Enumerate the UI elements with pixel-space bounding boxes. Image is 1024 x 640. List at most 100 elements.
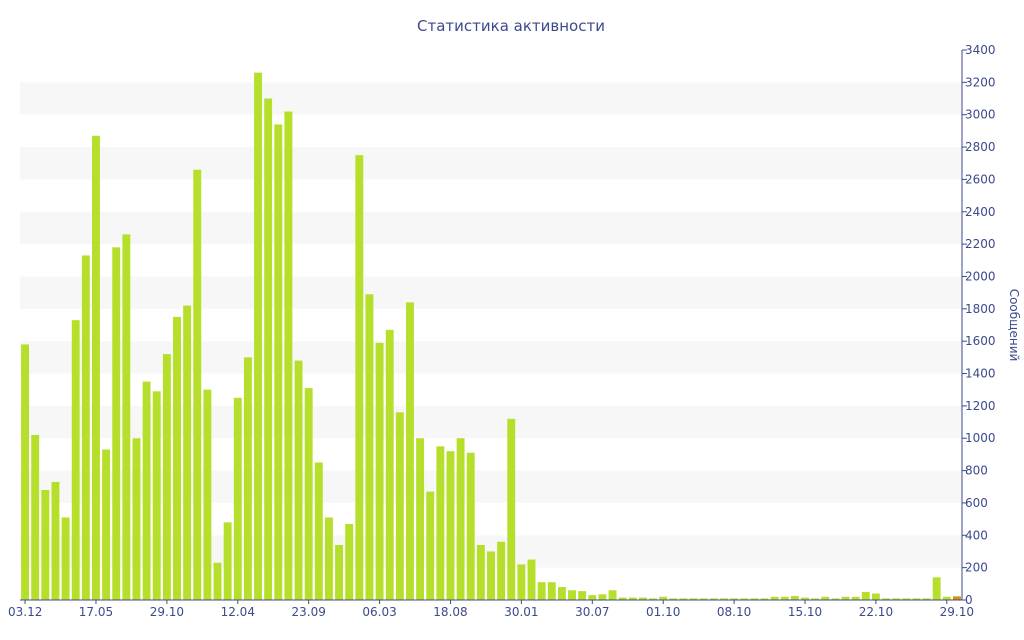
bar — [679, 598, 688, 600]
x-tick-label: 29.10 — [150, 605, 184, 619]
bar — [628, 597, 637, 600]
bar — [932, 577, 941, 600]
bar — [790, 595, 799, 600]
y-tick-label: 600 — [965, 496, 988, 510]
grid-bands — [20, 82, 962, 568]
bar — [649, 598, 658, 600]
bar — [598, 594, 607, 600]
y-axis-ticks: 0 200 400 600 800 1000 1200 1400 1600 1800 2000 220… — [962, 43, 996, 607]
bar — [193, 169, 202, 600]
x-tick-label: 23.09 — [291, 605, 325, 619]
bar — [213, 562, 222, 600]
y-tick-label: 1400 — [965, 367, 996, 381]
bar — [21, 344, 30, 600]
bar — [71, 320, 80, 600]
y-tick-label: 2400 — [965, 205, 996, 219]
bar — [426, 491, 435, 600]
y-tick-label: 3400 — [965, 43, 996, 57]
bar — [902, 598, 911, 600]
bar — [851, 596, 860, 600]
y-tick-label: 1200 — [965, 399, 996, 413]
bar — [345, 523, 354, 600]
bar — [720, 598, 728, 600]
bar — [416, 438, 425, 600]
bar — [811, 598, 820, 600]
grid-band — [20, 470, 962, 503]
bar — [912, 598, 921, 600]
bar — [81, 255, 90, 600]
x-tick-label: 06.03 — [362, 605, 396, 619]
bar — [304, 388, 313, 600]
bar — [659, 596, 668, 600]
bar — [831, 598, 840, 600]
bar — [173, 316, 181, 600]
bar — [588, 595, 597, 600]
bar — [709, 598, 718, 600]
y-tick-label: 0 — [965, 593, 973, 607]
chart-title: Статистика активности — [417, 17, 605, 35]
bar — [243, 357, 252, 600]
x-tick-label: 22.10 — [859, 605, 893, 619]
grid-band — [20, 82, 962, 115]
bar — [41, 490, 50, 600]
y-tick-label: 200 — [965, 561, 988, 575]
y-tick-label: 2000 — [965, 269, 996, 283]
grid-band — [20, 276, 962, 309]
bar — [497, 541, 506, 600]
x-tick-label: 08.10 — [717, 605, 751, 619]
y-tick-label: 3200 — [965, 75, 996, 89]
bar — [375, 342, 384, 600]
bar — [223, 522, 232, 600]
bar — [892, 598, 901, 600]
bar — [51, 481, 60, 600]
bar — [770, 596, 779, 600]
bar — [355, 155, 364, 600]
bar — [294, 360, 303, 600]
bar — [557, 587, 566, 600]
bar — [314, 462, 323, 600]
bar — [487, 551, 495, 600]
bar — [203, 389, 212, 600]
bar — [669, 598, 678, 600]
bar — [183, 305, 192, 600]
bar — [861, 591, 870, 600]
bar — [61, 517, 70, 600]
bar — [740, 598, 749, 600]
y-tick-label: 2600 — [965, 172, 996, 186]
x-tick-label: 15.10 — [788, 605, 822, 619]
y-tick-label: 2200 — [965, 237, 996, 251]
x-axis-ticks: 03.12 17.05 29.10 12.04 23.09 06.03 18.08 30.01… — [8, 600, 974, 619]
bar — [264, 98, 273, 600]
bar — [568, 590, 576, 600]
x-tick-label: 12.04 — [221, 605, 255, 619]
bar — [922, 598, 931, 600]
bar — [233, 397, 242, 600]
bar — [152, 391, 161, 600]
y-tick-label: 2800 — [965, 140, 996, 154]
x-tick-label: 29.10 — [940, 605, 974, 619]
bar — [31, 435, 40, 600]
x-tick-label: 03.12 — [8, 605, 42, 619]
y-tick-label: 1600 — [965, 334, 996, 348]
bar — [882, 598, 890, 600]
bar — [730, 598, 739, 600]
bar — [335, 545, 344, 600]
y-axis-label: Сообщений — [1007, 289, 1021, 362]
bar — [760, 598, 769, 600]
bar — [284, 111, 293, 600]
grid-band — [20, 147, 962, 180]
bar — [801, 597, 809, 600]
bar — [446, 451, 455, 600]
bar — [578, 591, 587, 600]
bar — [841, 596, 850, 600]
bar — [254, 72, 262, 600]
bar — [274, 124, 283, 600]
bar — [112, 247, 121, 600]
x-tick-label: 18.08 — [433, 605, 467, 619]
grid-band — [20, 341, 962, 374]
y-tick-label: 1000 — [965, 431, 996, 445]
bar — [547, 582, 556, 600]
x-tick-label: 01.10 — [646, 605, 680, 619]
x-tick-label: 30.07 — [575, 605, 609, 619]
